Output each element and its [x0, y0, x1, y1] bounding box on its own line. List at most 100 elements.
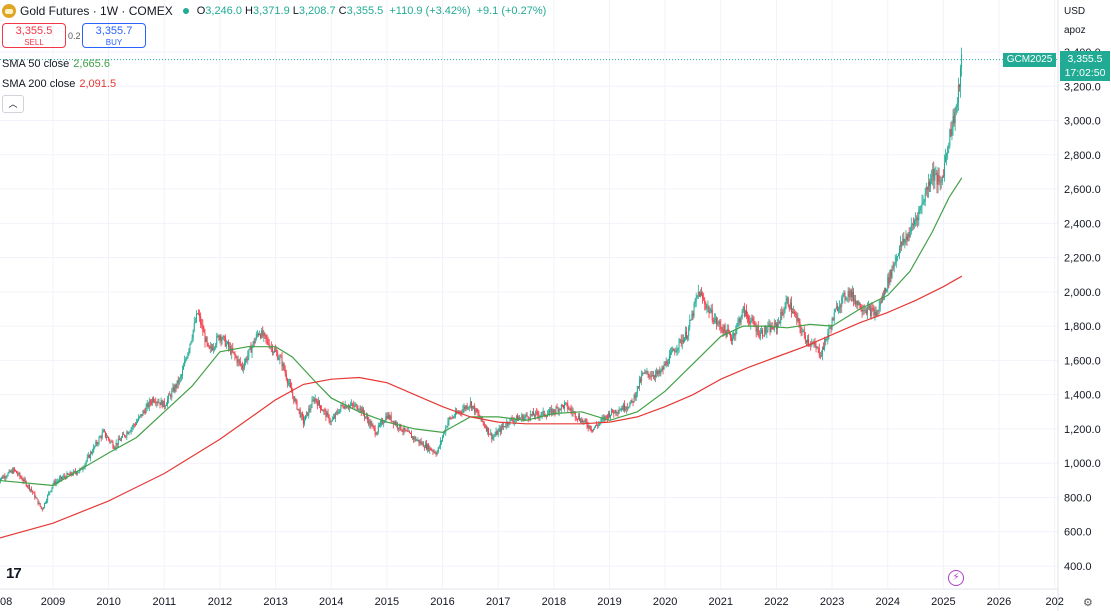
candle-body — [932, 169, 934, 178]
candle-body — [389, 415, 391, 419]
candle-body — [952, 115, 954, 129]
candle-body — [506, 421, 508, 427]
currency-selector[interactable]: USD — [1060, 3, 1110, 21]
market-status-icon — [182, 8, 189, 14]
candle-body — [286, 379, 288, 384]
candle-body — [918, 209, 920, 221]
candle-body — [749, 321, 751, 324]
candle-body — [751, 317, 753, 321]
candle-body — [737, 321, 739, 325]
candle-body — [393, 422, 395, 425]
gear-icon[interactable]: ⚙ — [1083, 597, 1093, 609]
candle-body — [287, 382, 289, 384]
candle-body — [179, 376, 181, 379]
candle-body — [890, 270, 892, 278]
candle-body — [656, 371, 658, 374]
candle-body — [869, 306, 871, 308]
candle-body — [41, 508, 43, 510]
sell-button[interactable]: 3,355.5 SELL — [2, 23, 66, 48]
candle-body — [91, 452, 93, 454]
tradingview-logo-icon[interactable]: 17 — [6, 565, 22, 582]
candle-body — [793, 311, 795, 314]
candle-body — [724, 325, 726, 331]
candle-body — [855, 299, 857, 305]
candle-body — [686, 331, 688, 339]
candle-body — [231, 348, 233, 354]
buy-button[interactable]: 3,355.7 BUY — [82, 23, 146, 48]
candle-body — [523, 417, 525, 421]
candle-body — [26, 486, 28, 487]
candle-body — [799, 322, 801, 329]
candle-body — [356, 404, 358, 410]
candle-body — [496, 431, 498, 435]
sma-50-close-line — [0, 177, 963, 487]
candle-body — [555, 407, 557, 413]
candle-body — [93, 446, 95, 453]
candle-body — [727, 329, 729, 333]
candle-body — [467, 407, 469, 409]
candle-body — [169, 394, 171, 396]
candle-body — [290, 382, 292, 388]
candle-body — [545, 416, 547, 417]
scale-selector[interactable]: apoz — [1060, 22, 1110, 40]
candle-body — [66, 473, 68, 479]
sma50-legend[interactable]: SMA 50 close 2,665.6 — [2, 58, 110, 70]
candle-body — [780, 311, 782, 324]
candle-body — [174, 385, 176, 392]
candle-body — [263, 332, 265, 337]
candle-body — [914, 220, 916, 225]
candle-body — [652, 375, 654, 377]
candle-body — [177, 380, 179, 384]
candle-body — [658, 370, 660, 374]
candle-body — [731, 337, 733, 341]
lightning-icon[interactable]: ⚡ — [948, 570, 964, 586]
candle-body — [423, 446, 425, 448]
candle-body — [560, 404, 562, 410]
symbol-title[interactable]: Gold Futures · 1W · COMEX — [20, 4, 173, 18]
candle-body — [338, 413, 340, 414]
candle-body — [114, 447, 116, 449]
candle-body — [600, 419, 602, 423]
candle-body — [921, 202, 923, 207]
candle-body — [553, 409, 555, 412]
candle-body — [766, 330, 768, 333]
candle-body — [494, 435, 496, 437]
candle-body — [930, 181, 932, 186]
sma200-legend[interactable]: SMA 200 close 2,091.5 — [2, 78, 117, 90]
candle-body — [794, 311, 796, 314]
candle-body — [828, 327, 830, 334]
candle-body — [485, 427, 487, 432]
candle-body — [895, 257, 897, 262]
candle-body — [434, 451, 436, 454]
candle-body — [584, 419, 586, 421]
candle-body — [346, 407, 348, 409]
candle-body — [354, 404, 356, 407]
candle-body — [594, 427, 596, 429]
candle-body — [618, 410, 620, 413]
candle-body — [936, 172, 938, 185]
candle-body — [821, 347, 823, 356]
candle-body — [307, 412, 309, 416]
candle-body — [666, 361, 668, 365]
candle-body — [947, 147, 949, 154]
candle-body — [425, 443, 427, 450]
candle-body — [228, 341, 230, 348]
candle-body — [238, 359, 240, 362]
candle-body — [588, 425, 590, 428]
candle-body — [154, 401, 156, 403]
candle-body — [129, 431, 131, 433]
chevron-up-icon[interactable]: ︿ — [2, 95, 24, 113]
candle-body — [42, 507, 44, 510]
candle-body — [142, 411, 144, 416]
candle-body — [716, 318, 718, 324]
candle-body — [928, 181, 930, 186]
candle-body — [781, 311, 783, 314]
candle-body — [352, 403, 354, 405]
candle-body — [188, 349, 190, 354]
candle-body — [543, 411, 545, 416]
candle-body — [917, 217, 919, 221]
candle-body — [13, 468, 15, 471]
candle-body — [906, 236, 908, 241]
candle-body — [155, 401, 157, 404]
